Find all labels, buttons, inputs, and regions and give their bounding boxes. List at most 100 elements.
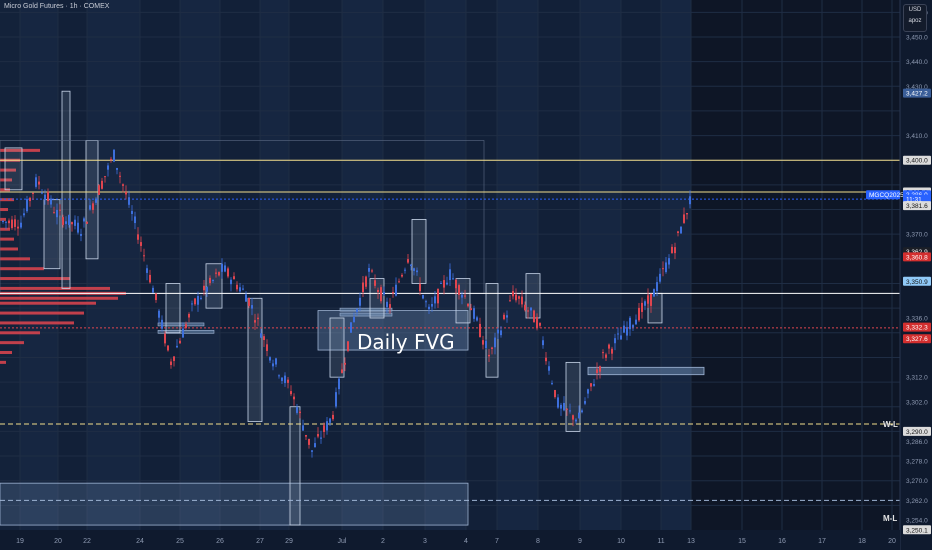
candle-body bbox=[125, 192, 127, 195]
volume-profile-bar bbox=[0, 296, 118, 300]
candle-body bbox=[65, 221, 67, 224]
candle-body bbox=[575, 419, 577, 422]
price-tag-label: 3,350.9 bbox=[906, 279, 928, 286]
candle-body bbox=[365, 276, 367, 287]
time-band bbox=[58, 0, 87, 530]
volume-profile-bar bbox=[0, 311, 84, 315]
candle-body bbox=[389, 304, 391, 309]
candle-body bbox=[542, 340, 544, 346]
candle-body bbox=[632, 325, 634, 328]
candle-body bbox=[128, 197, 130, 205]
candle-body bbox=[179, 340, 181, 344]
price-tag-label: MGCQ2025 bbox=[869, 192, 904, 199]
candle-body bbox=[674, 247, 676, 254]
candle-body bbox=[218, 272, 220, 276]
candle-body bbox=[77, 222, 79, 233]
candle-body bbox=[53, 212, 55, 214]
candle-body bbox=[323, 425, 325, 432]
candle-body bbox=[320, 437, 322, 439]
candle-body bbox=[518, 296, 520, 299]
candle-body bbox=[197, 296, 199, 305]
price-tag-bg bbox=[866, 190, 900, 200]
symbol-title[interactable]: Micro Gold Futures · 1h · COMEX bbox=[4, 3, 110, 10]
time-band bbox=[260, 0, 289, 530]
candle-body bbox=[545, 357, 547, 362]
candle-body bbox=[644, 301, 646, 306]
candle-body bbox=[482, 340, 484, 345]
time-bands bbox=[0, 0, 892, 530]
candle-body bbox=[641, 302, 643, 312]
volume-profile-bar bbox=[0, 331, 40, 335]
candle-body bbox=[251, 305, 253, 309]
candle-body bbox=[338, 378, 340, 390]
candle-body bbox=[245, 294, 247, 302]
candle-body bbox=[539, 322, 541, 326]
candle-body bbox=[233, 276, 235, 280]
time-tick-label: 19 bbox=[16, 538, 24, 545]
candle-body bbox=[350, 322, 352, 333]
price-tick-label: 3,410.0 bbox=[906, 133, 928, 140]
range-box bbox=[565, 361, 581, 432]
candle-body bbox=[608, 344, 610, 349]
candle-body bbox=[287, 379, 289, 383]
time-tick-label: 22 bbox=[83, 538, 91, 545]
candle-body bbox=[305, 434, 307, 437]
candle-body bbox=[494, 337, 496, 348]
price-tag-bg bbox=[903, 426, 931, 436]
time-band bbox=[140, 0, 180, 530]
candle-body bbox=[38, 181, 40, 185]
candle-body bbox=[155, 293, 157, 301]
candle-body bbox=[464, 295, 466, 297]
candle-body bbox=[599, 366, 601, 372]
currency-button[interactable]: USD apoz bbox=[903, 4, 927, 32]
candle-body bbox=[467, 303, 469, 307]
time-band bbox=[87, 0, 140, 530]
range-box bbox=[165, 283, 181, 334]
time-band bbox=[497, 0, 538, 530]
price-tag-bg bbox=[903, 88, 931, 98]
range-box bbox=[247, 297, 263, 422]
range-box bbox=[485, 283, 499, 378]
candle-body bbox=[374, 280, 376, 286]
candle-body bbox=[50, 198, 52, 205]
candle-body bbox=[584, 401, 586, 404]
candle-body bbox=[263, 336, 265, 341]
candle-body bbox=[431, 303, 433, 307]
candle-body bbox=[92, 203, 94, 210]
candle-body bbox=[257, 317, 259, 320]
candle-body bbox=[17, 226, 19, 229]
candle-body bbox=[278, 375, 280, 377]
candle-body bbox=[26, 199, 28, 212]
candle-body bbox=[500, 330, 502, 336]
candle-body bbox=[140, 242, 142, 246]
candle-body bbox=[620, 335, 622, 340]
candle-body bbox=[302, 425, 304, 431]
candle-body bbox=[185, 324, 187, 328]
candle-body bbox=[671, 246, 673, 254]
candle-body bbox=[446, 282, 448, 285]
range-box bbox=[61, 90, 71, 289]
price-tick-label: 3,278.0 bbox=[906, 458, 928, 465]
candle-body bbox=[458, 285, 460, 295]
candle-body bbox=[260, 333, 262, 338]
candle-body bbox=[74, 219, 76, 226]
candle-body bbox=[230, 279, 232, 285]
candle-body bbox=[239, 287, 241, 292]
volume-profile-bar bbox=[0, 257, 30, 261]
time-band bbox=[289, 0, 342, 530]
candle-body bbox=[569, 410, 571, 412]
candle-body bbox=[314, 443, 316, 448]
candle-body bbox=[473, 308, 475, 319]
candle-body bbox=[413, 268, 415, 271]
candle-body bbox=[572, 415, 574, 420]
candle-body bbox=[626, 327, 628, 336]
candle-body bbox=[242, 288, 244, 290]
candle-body bbox=[383, 292, 385, 295]
volume-profile-bar bbox=[0, 351, 12, 355]
price-tag-label: 3,290.0 bbox=[906, 429, 928, 436]
candle-body bbox=[290, 391, 292, 395]
candle-body bbox=[293, 396, 295, 400]
small-zone bbox=[157, 322, 205, 327]
volume-profile-bar bbox=[0, 247, 18, 251]
candle-body bbox=[509, 300, 511, 302]
